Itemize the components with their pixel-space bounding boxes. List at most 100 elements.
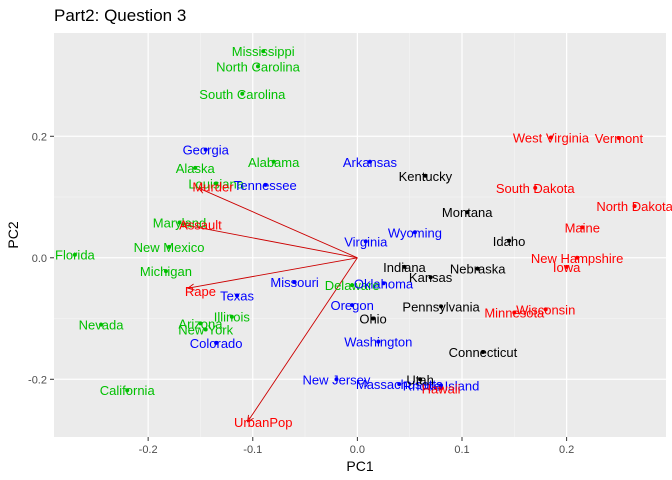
point-label: North Dakota [596, 199, 672, 214]
data-point [261, 49, 266, 54]
data-point [240, 91, 245, 96]
data-point [350, 303, 355, 308]
point-label: Vermont [595, 131, 644, 146]
data-point [367, 159, 372, 164]
point-label: New York [178, 322, 233, 337]
point-label: Kansas [409, 270, 453, 285]
loading-arrow [198, 187, 358, 259]
data-point [198, 321, 203, 326]
point-label: Rape [185, 284, 216, 299]
point-label: Colorado [190, 336, 243, 351]
data-point [271, 159, 276, 164]
data-point [229, 314, 234, 319]
point-label: Georgia [183, 143, 230, 158]
data-point [397, 382, 402, 387]
point-label: Washington [344, 335, 412, 350]
point-label: Virginia [344, 234, 388, 249]
data-point [381, 281, 386, 286]
point-label: Montana [442, 205, 493, 220]
axes: -0.2 -0.1 0.0 0.1 0.2 -0.2 0.0 0.2 [28, 131, 574, 456]
point-label: Nebraska [450, 262, 506, 277]
data-point [263, 182, 268, 187]
point-label: Rhode Island [403, 378, 480, 393]
point-label: Florida [55, 248, 96, 263]
point-label: Murder [192, 180, 234, 195]
point-label: Hawaii [422, 381, 461, 396]
loading-arrow [187, 257, 358, 289]
data-point [214, 340, 219, 345]
data-points [72, 49, 637, 393]
point-label: Mississippi [232, 44, 295, 59]
point-label: Arizona [178, 316, 223, 331]
data-point [376, 339, 381, 344]
data-point [167, 244, 172, 249]
data-point [235, 293, 240, 298]
point-label: Iowa [553, 260, 581, 275]
point-label: Wyoming [388, 225, 442, 240]
point-label: Oklahoma [354, 276, 414, 291]
point-label: Idaho [493, 234, 526, 249]
data-point [203, 327, 208, 332]
data-point [350, 283, 355, 288]
point-label: UrbanPop [234, 415, 293, 430]
point-label: Utah [406, 372, 433, 387]
loading-arrows [180, 187, 358, 423]
point-label: North Carolina [216, 59, 301, 74]
data-point [439, 386, 444, 391]
data-point [533, 185, 538, 190]
point-label: Pennsylvania [402, 299, 480, 314]
point-label: Texas [220, 288, 254, 303]
data-point [543, 307, 548, 312]
plot-panel [54, 33, 666, 437]
point-label: Nevada [79, 318, 125, 333]
data-point [363, 239, 368, 244]
x-tick-label: 0.1 [454, 444, 469, 456]
data-point [214, 181, 219, 186]
data-point [632, 204, 637, 209]
data-point [371, 316, 376, 321]
data-point [564, 264, 569, 269]
y-tick-label: 0.2 [32, 131, 47, 143]
data-point [507, 238, 512, 243]
point-label: West Virginia [513, 130, 590, 145]
point-label: South Dakota [496, 181, 576, 196]
data-point [548, 135, 553, 140]
loading-arrow [181, 223, 358, 259]
point-label: California [100, 383, 156, 398]
point-label: New Mexico [134, 240, 205, 255]
chart-title: Part2: Question 3 [54, 6, 187, 25]
x-tick-label: 0.0 [350, 444, 365, 456]
point-label: Arkansas [343, 155, 398, 170]
data-point [334, 377, 339, 382]
x-axis-title: PC1 [346, 458, 373, 474]
point-label: Connecticut [449, 345, 518, 360]
x-tick-label: -0.1 [243, 444, 262, 456]
y-tick-label: 0.0 [32, 253, 47, 265]
data-point [465, 210, 470, 215]
data-point [125, 388, 130, 393]
point-label: Assault [179, 217, 222, 232]
data-point [580, 225, 585, 230]
data-point [412, 230, 417, 235]
data-point [439, 304, 444, 309]
point-label: Massachusetts [356, 377, 443, 392]
data-point [203, 147, 208, 152]
data-point [616, 136, 621, 141]
data-point [439, 383, 444, 388]
loading-arrowhead [197, 187, 206, 194]
loading-arrowhead [180, 222, 189, 229]
point-label: Minnesota [484, 305, 545, 320]
data-point [72, 252, 77, 257]
point-label: Oregon [330, 298, 373, 313]
data-point [428, 275, 433, 280]
point-label: Kentucky [399, 169, 453, 184]
point-label: South Carolina [199, 87, 286, 102]
point-label: New Hampshire [531, 251, 623, 266]
point-label: Ohio [359, 312, 386, 327]
data-point [423, 173, 428, 178]
loading-arrowhead [246, 414, 254, 423]
data-point [99, 322, 104, 327]
point-label: Illinois [214, 310, 251, 325]
